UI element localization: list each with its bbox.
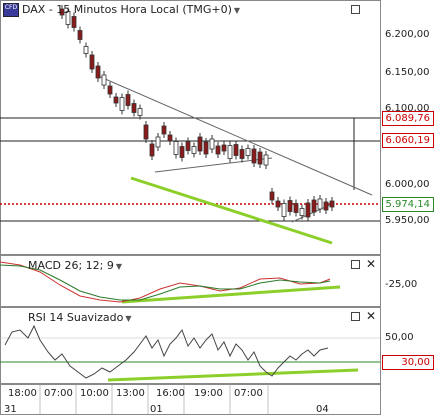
time-tick-label: 07:00 xyxy=(44,388,73,399)
candle-body xyxy=(95,65,101,79)
candle-body xyxy=(305,202,311,218)
candle-body xyxy=(311,199,317,213)
candle-body xyxy=(329,200,335,208)
time-tick-label: 18:00 xyxy=(8,388,37,399)
candle-body xyxy=(317,198,323,210)
candle-body xyxy=(215,145,221,155)
rsi-close-icon[interactable]: ✕ xyxy=(366,309,377,323)
candle-body xyxy=(161,125,167,135)
candle-body xyxy=(77,30,83,40)
candle-body xyxy=(221,144,227,152)
candle-body xyxy=(233,144,239,156)
candle-body xyxy=(287,200,293,212)
rsi-maximize-button[interactable] xyxy=(351,312,360,321)
chevron-down-icon[interactable]: ▼ xyxy=(125,314,132,323)
date-tick-label: 01 xyxy=(150,404,163,415)
rsi-level-tag: 30,00 xyxy=(382,355,434,370)
time-tick-label: 07:00 xyxy=(234,388,263,399)
candlestick-series xyxy=(59,5,335,221)
candle-body xyxy=(269,191,275,201)
candle-body xyxy=(191,146,197,154)
candle-body xyxy=(323,201,329,211)
candle-body xyxy=(65,11,71,25)
main-plot-frame xyxy=(0,0,381,255)
green-trendline-main xyxy=(130,176,333,245)
candle-body xyxy=(245,148,251,156)
price-tag-resistance-upper: 6.089,76 xyxy=(382,111,434,126)
macd-panel-title[interactable]: MACD 26; 12; 9 ▼ xyxy=(28,259,122,272)
candle-body xyxy=(137,108,143,116)
candle-body xyxy=(197,136,203,152)
green-trendline-rsi xyxy=(107,368,359,382)
candle-body xyxy=(155,136,161,148)
candle-body xyxy=(173,141,179,155)
axis-tick-label: 5.950,00 xyxy=(385,215,430,226)
candle-body xyxy=(131,103,137,113)
candle-body xyxy=(263,154,269,166)
time-tick-label: 13:00 xyxy=(116,388,145,399)
candle-body xyxy=(293,203,299,213)
price-tag-resistance-lower: 6.060,19 xyxy=(382,133,434,148)
candle-body xyxy=(119,97,125,111)
candle-body xyxy=(167,134,173,142)
main-panel-title[interactable]: DAX - 15 Minutos Hora Local (TMG+0) ▼ xyxy=(22,3,240,16)
candle-body xyxy=(107,85,113,95)
macd-close-icon[interactable]: ✕ xyxy=(366,257,377,271)
macd-line xyxy=(0,261,331,303)
candle-body xyxy=(209,138,215,150)
candle-body xyxy=(185,141,191,151)
descending-trendline xyxy=(95,74,373,196)
candle-body xyxy=(239,149,245,159)
candle-body xyxy=(143,124,149,140)
candle-body xyxy=(113,96,119,104)
green-trendline-macd xyxy=(121,285,341,304)
candle-body xyxy=(281,203,287,217)
price-tag-current: 5.974,14 xyxy=(382,197,434,212)
candle-body xyxy=(251,148,257,164)
candle-body xyxy=(179,146,185,158)
macd-maximize-button[interactable] xyxy=(351,260,360,269)
rsi-line xyxy=(4,324,329,379)
date-tick-label: 31 xyxy=(4,404,17,415)
time-axis-frame xyxy=(0,384,381,415)
time-tick-label: 19:00 xyxy=(194,388,223,399)
maximize-button[interactable] xyxy=(351,5,360,14)
candle-body xyxy=(101,74,107,86)
rsi-panel-title-text: RSI 14 Suavizado xyxy=(28,311,124,324)
axis-tick-label: 6.100,00 xyxy=(385,103,430,114)
candle-body xyxy=(203,141,209,155)
main-panel-title-text: DAX - 15 Minutos Hora Local (TMG+0) xyxy=(22,3,232,16)
date-tick-label: 04 xyxy=(316,404,329,415)
candle-body xyxy=(299,208,305,216)
axis-tick-label: 6.150,00 xyxy=(385,67,430,78)
candle-body xyxy=(149,143,155,157)
macd-signal-line xyxy=(0,264,331,301)
candle-body xyxy=(89,54,95,70)
macd-panel-title-text: MACD 26; 12; 9 xyxy=(28,259,114,272)
time-axis-ticks xyxy=(39,384,269,415)
axis-tick-label: 6.000,00 xyxy=(385,179,430,190)
rsi-panel-title[interactable]: RSI 14 Suavizado ▼ xyxy=(28,311,132,324)
candle-body xyxy=(59,8,65,16)
chevron-down-icon[interactable]: ▼ xyxy=(233,6,241,15)
cfd-badge-icon: CFD xyxy=(3,3,19,17)
time-tick-label: 10:00 xyxy=(80,388,109,399)
candle-body xyxy=(227,145,233,159)
candle-body xyxy=(83,46,89,54)
candle-body xyxy=(125,94,131,106)
axis-tick-label: 6.200,00 xyxy=(385,29,430,40)
candle-body xyxy=(257,151,263,165)
candle-body xyxy=(275,200,281,208)
chevron-down-icon[interactable]: ▼ xyxy=(115,262,123,271)
macd-axis-tick-label: -25,00 xyxy=(385,279,418,290)
rsi-axis-tick-label: 50,00 xyxy=(385,332,414,343)
time-tick-label: 16:00 xyxy=(156,388,185,399)
candle-body xyxy=(71,16,77,28)
